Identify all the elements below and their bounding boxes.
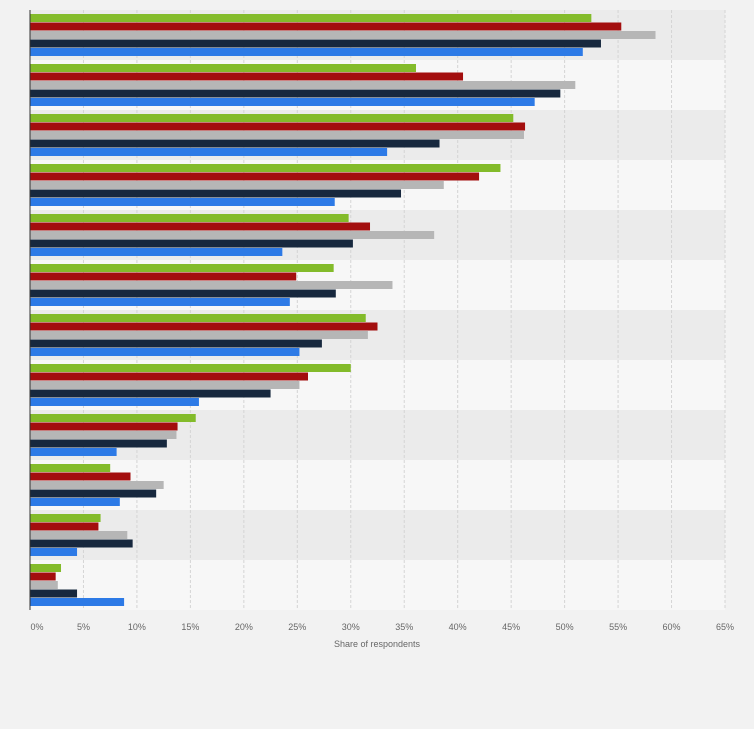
- bar: [30, 281, 393, 289]
- x-axis-title: Share of respondents: [334, 639, 421, 649]
- bar: [30, 81, 576, 89]
- bar: [30, 464, 111, 472]
- bar: [30, 531, 128, 539]
- bar: [30, 589, 78, 598]
- bar: [30, 372, 308, 381]
- bar: [30, 231, 435, 239]
- bar: [30, 264, 334, 272]
- bar: [30, 22, 622, 31]
- bar: [30, 481, 164, 489]
- bar: [30, 498, 120, 506]
- bar: [30, 539, 133, 548]
- bar: [30, 564, 62, 572]
- x-tick-label: 15%: [181, 622, 199, 632]
- x-tick-label: 65%: [716, 622, 734, 632]
- bar: [30, 214, 349, 222]
- x-tick-label: 20%: [235, 622, 253, 632]
- bar: [30, 131, 524, 139]
- bar: [30, 139, 440, 148]
- bar: [30, 331, 368, 339]
- bar: [30, 248, 283, 256]
- bar: [30, 31, 656, 39]
- bar: [30, 548, 78, 556]
- bar: [30, 14, 592, 22]
- x-tick-label: 10%: [128, 622, 146, 632]
- bar: [30, 514, 101, 522]
- bar: [30, 422, 178, 431]
- bar: [30, 298, 290, 306]
- bar: [30, 64, 416, 72]
- x-tick-labels: 0% 5% 10% 15% 20% 25% 30% 35% 40% 45% 50% 55% 60% 65%: [30, 622, 734, 632]
- bar: [30, 114, 514, 122]
- bar: [30, 148, 388, 156]
- bar: [30, 48, 583, 56]
- bar: [30, 189, 402, 198]
- bar: [30, 572, 56, 581]
- gridlines: [82, 10, 726, 610]
- bar: [30, 198, 335, 206]
- bar: [30, 39, 601, 48]
- bar: [30, 339, 322, 348]
- x-tick-label: 5%: [77, 622, 90, 632]
- bar: [30, 581, 58, 589]
- bar: [30, 222, 371, 231]
- bar: [30, 322, 378, 331]
- bar: [30, 122, 526, 131]
- bar: [30, 364, 351, 372]
- bar: [30, 239, 353, 248]
- bar: [30, 289, 336, 298]
- x-tick-label: 55%: [609, 622, 627, 632]
- row-band: [30, 560, 725, 610]
- x-tick-label: 25%: [288, 622, 306, 632]
- bar: [30, 272, 297, 281]
- x-tick-label: 60%: [663, 622, 681, 632]
- bar: [30, 164, 501, 172]
- bars: [30, 14, 656, 606]
- bar: [30, 414, 196, 422]
- bar: [30, 398, 199, 406]
- bar: [30, 181, 444, 189]
- bar: [30, 72, 464, 81]
- bar: [30, 489, 157, 498]
- x-tick-label: 30%: [342, 622, 360, 632]
- bar: [30, 389, 271, 398]
- x-tick-label: 50%: [556, 622, 574, 632]
- bar: [30, 172, 480, 181]
- x-tick-label: 35%: [395, 622, 413, 632]
- bar: [30, 314, 366, 322]
- bar: [30, 598, 125, 606]
- bar: [30, 98, 535, 106]
- bar: [30, 448, 117, 456]
- bar: [30, 381, 300, 389]
- bar: [30, 348, 300, 356]
- bar: [30, 439, 167, 448]
- row-band: [30, 510, 725, 560]
- x-tick-label: 45%: [502, 622, 520, 632]
- x-tick-label: 0%: [30, 622, 43, 632]
- bar: [30, 431, 177, 439]
- x-tick-label: 40%: [449, 622, 467, 632]
- bar: [30, 89, 561, 98]
- bar: [30, 522, 99, 531]
- bar: [30, 472, 131, 481]
